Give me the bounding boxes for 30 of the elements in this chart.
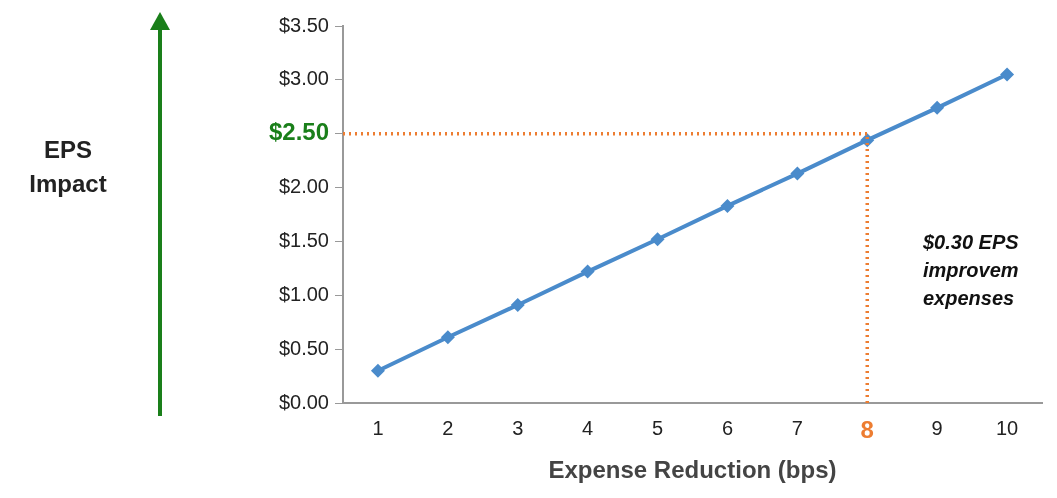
x-tick-label: 1 <box>372 416 384 439</box>
text: EPS Impact <box>29 135 107 197</box>
point <box>650 232 665 247</box>
x-tick-label: 3 <box>512 416 524 439</box>
point <box>720 198 735 213</box>
point <box>370 363 385 378</box>
y-tick-label: $1.50 <box>278 228 329 251</box>
y-tick-label: $0.50 <box>278 336 329 359</box>
annotation: $0.30 EPS improvem expenses <box>922 230 1020 309</box>
point <box>510 297 525 312</box>
y-tick-label: $2.00 <box>278 175 329 198</box>
x-tick-label: 5 <box>651 416 664 439</box>
x-tick-label: 4 <box>582 416 594 439</box>
y-tick-label: $0.00 <box>278 390 329 413</box>
x-axis-title: Expense Reduction (bps) <box>548 456 837 484</box>
point <box>440 330 455 345</box>
x-tick-label: 9 <box>931 416 943 439</box>
x-tick-label: 2 <box>442 416 454 439</box>
y-tick-label: $2.50 <box>268 118 329 146</box>
x-tick-label: 7 <box>791 416 803 439</box>
y-tick-label: $3.00 <box>278 67 329 90</box>
point <box>580 264 595 279</box>
x-tick-label: 8 <box>860 416 874 444</box>
x-tick-label: 6 <box>721 416 734 439</box>
y-tick-label: $1.00 <box>278 282 329 305</box>
x-tick-label: 10 <box>995 416 1019 439</box>
point <box>930 100 945 115</box>
point <box>790 166 805 181</box>
y-tick-label: $3.50 <box>278 13 329 36</box>
point <box>1000 67 1015 82</box>
